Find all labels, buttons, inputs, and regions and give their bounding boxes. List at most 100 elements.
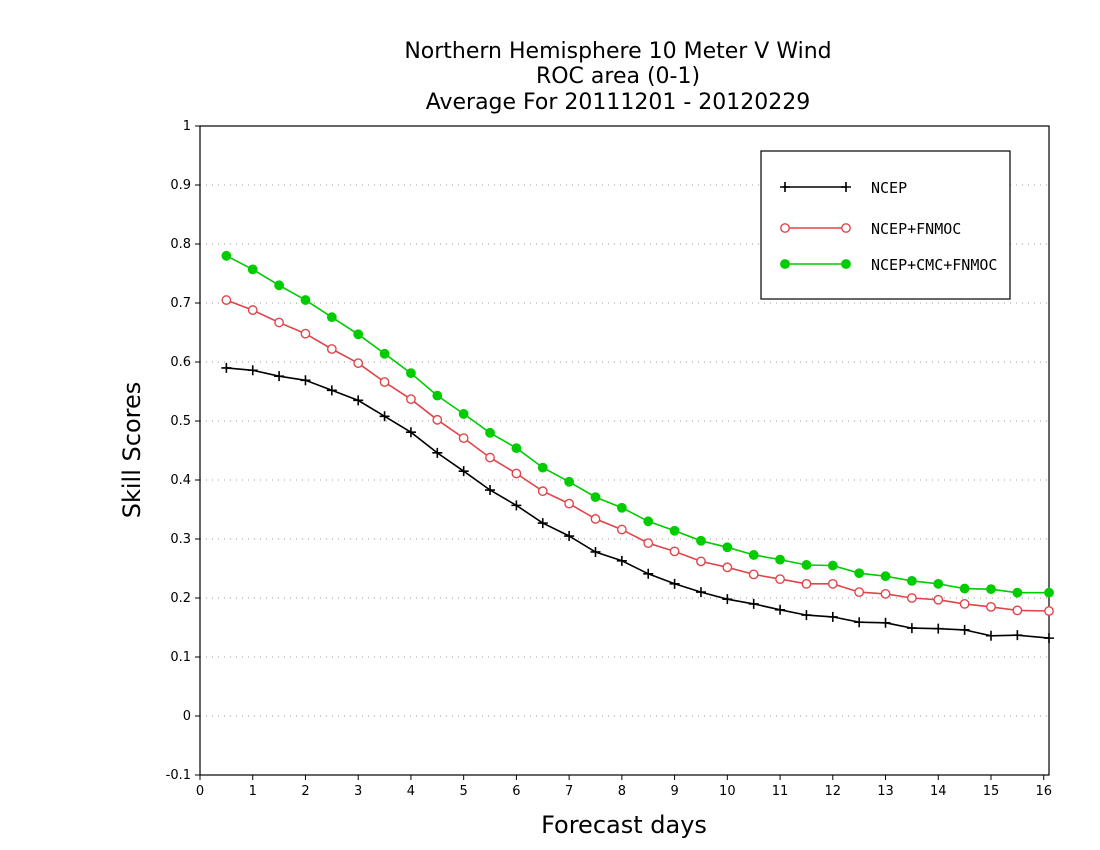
series-3 — [221, 250, 1054, 598]
x-tick-label: 7 — [565, 784, 573, 799]
data-point — [537, 518, 548, 529]
legend-marker — [780, 259, 790, 269]
x-tick-label: 10 — [719, 784, 736, 799]
x-tick-label: 15 — [983, 784, 1000, 799]
data-point — [326, 344, 337, 354]
data-point — [300, 328, 311, 339]
plot-frame — [199, 125, 1050, 776]
data-point — [326, 312, 337, 323]
data-point — [986, 584, 996, 595]
data-point — [643, 516, 654, 527]
series-line — [226, 299, 1050, 612]
data-point — [406, 394, 416, 405]
data-point — [537, 462, 548, 473]
data-point — [669, 578, 680, 589]
data-point — [247, 264, 258, 275]
y-tick-label: 1 — [183, 119, 191, 134]
data-point — [590, 546, 601, 557]
data-point — [827, 611, 838, 622]
y-tick-label: 0.1 — [170, 650, 191, 665]
data-point — [775, 604, 786, 615]
data-point — [696, 535, 706, 546]
data-point — [933, 594, 944, 605]
data-point — [748, 569, 759, 580]
data-point — [406, 368, 416, 379]
chart-title-line-3: Average For 20111201 - 20120229 — [426, 90, 811, 115]
legend-marker — [841, 259, 851, 269]
data-point — [959, 599, 970, 609]
legend: NCEP NCEP+FNMOC NCEP+CMC+FNMOC — [760, 150, 1011, 300]
data-point — [722, 542, 733, 553]
data-point — [801, 610, 812, 621]
legend-label: NCEP — [871, 179, 907, 197]
data-point — [221, 362, 232, 373]
data-point — [485, 485, 496, 496]
x-tick-label: 11 — [772, 784, 789, 799]
data-point — [353, 358, 364, 369]
data-point — [985, 630, 996, 641]
series-2 — [221, 295, 1054, 616]
data-point — [458, 433, 469, 444]
x-tick-label: 3 — [354, 784, 362, 799]
y-tick-label: 0.2 — [170, 591, 191, 606]
data-point — [1012, 605, 1023, 616]
data-point — [353, 395, 364, 406]
data-point — [880, 588, 891, 599]
x-tick-label: 6 — [512, 784, 520, 799]
data-point — [1012, 587, 1023, 598]
x-tick-label: 4 — [407, 784, 415, 799]
legend-label: NCEP+CMC+FNMOC — [871, 256, 997, 274]
x-tick-label: 14 — [930, 784, 947, 799]
data-point — [1044, 633, 1054, 644]
data-point — [1044, 606, 1054, 616]
data-point — [537, 486, 548, 497]
data-point — [854, 568, 865, 579]
data-point — [669, 546, 680, 557]
data-point — [432, 390, 443, 401]
data-point — [775, 574, 785, 585]
chart-title-line-2: ROC area (0-1) — [536, 64, 700, 89]
data-point — [959, 583, 970, 594]
data-point — [274, 371, 285, 382]
data-point — [590, 492, 601, 503]
data-point — [485, 427, 495, 438]
series-layer — [221, 250, 1054, 644]
data-point — [1044, 587, 1054, 598]
x-axis-title: Forecast days — [541, 811, 707, 839]
data-point — [511, 500, 522, 511]
data-point — [748, 598, 759, 609]
data-point — [801, 560, 812, 570]
data-point — [986, 601, 996, 612]
y-tick-label: -0.1 — [166, 768, 191, 783]
x-tick-label: 9 — [670, 784, 678, 799]
y-tick-label: 0.7 — [170, 296, 191, 311]
x-tick-label: 12 — [825, 784, 842, 799]
data-point — [458, 409, 469, 419]
series-line — [226, 255, 1049, 594]
data-point — [247, 365, 258, 376]
y-tick-label: 0.3 — [170, 532, 191, 547]
data-point — [616, 502, 627, 513]
data-point — [906, 575, 917, 586]
legend-label: NCEP+FNMOC — [871, 220, 961, 238]
data-point — [300, 295, 311, 305]
data-point — [616, 524, 627, 535]
x-tick-label: 1 — [249, 784, 257, 799]
data-point — [511, 468, 522, 479]
data-point — [933, 578, 944, 589]
legend-marker — [780, 182, 790, 192]
legend-marker — [780, 223, 790, 233]
data-point — [511, 443, 522, 454]
data-point — [722, 562, 733, 573]
axis-ticks — [195, 125, 1045, 780]
legend-box — [760, 150, 1011, 300]
data-point — [616, 555, 627, 566]
data-point — [564, 476, 575, 487]
y-tick-label: 0.8 — [170, 237, 191, 252]
data-point — [274, 280, 284, 291]
data-point — [854, 617, 865, 628]
data-point — [564, 531, 575, 542]
x-tick-label: 16 — [1035, 784, 1052, 799]
data-point — [906, 593, 917, 603]
